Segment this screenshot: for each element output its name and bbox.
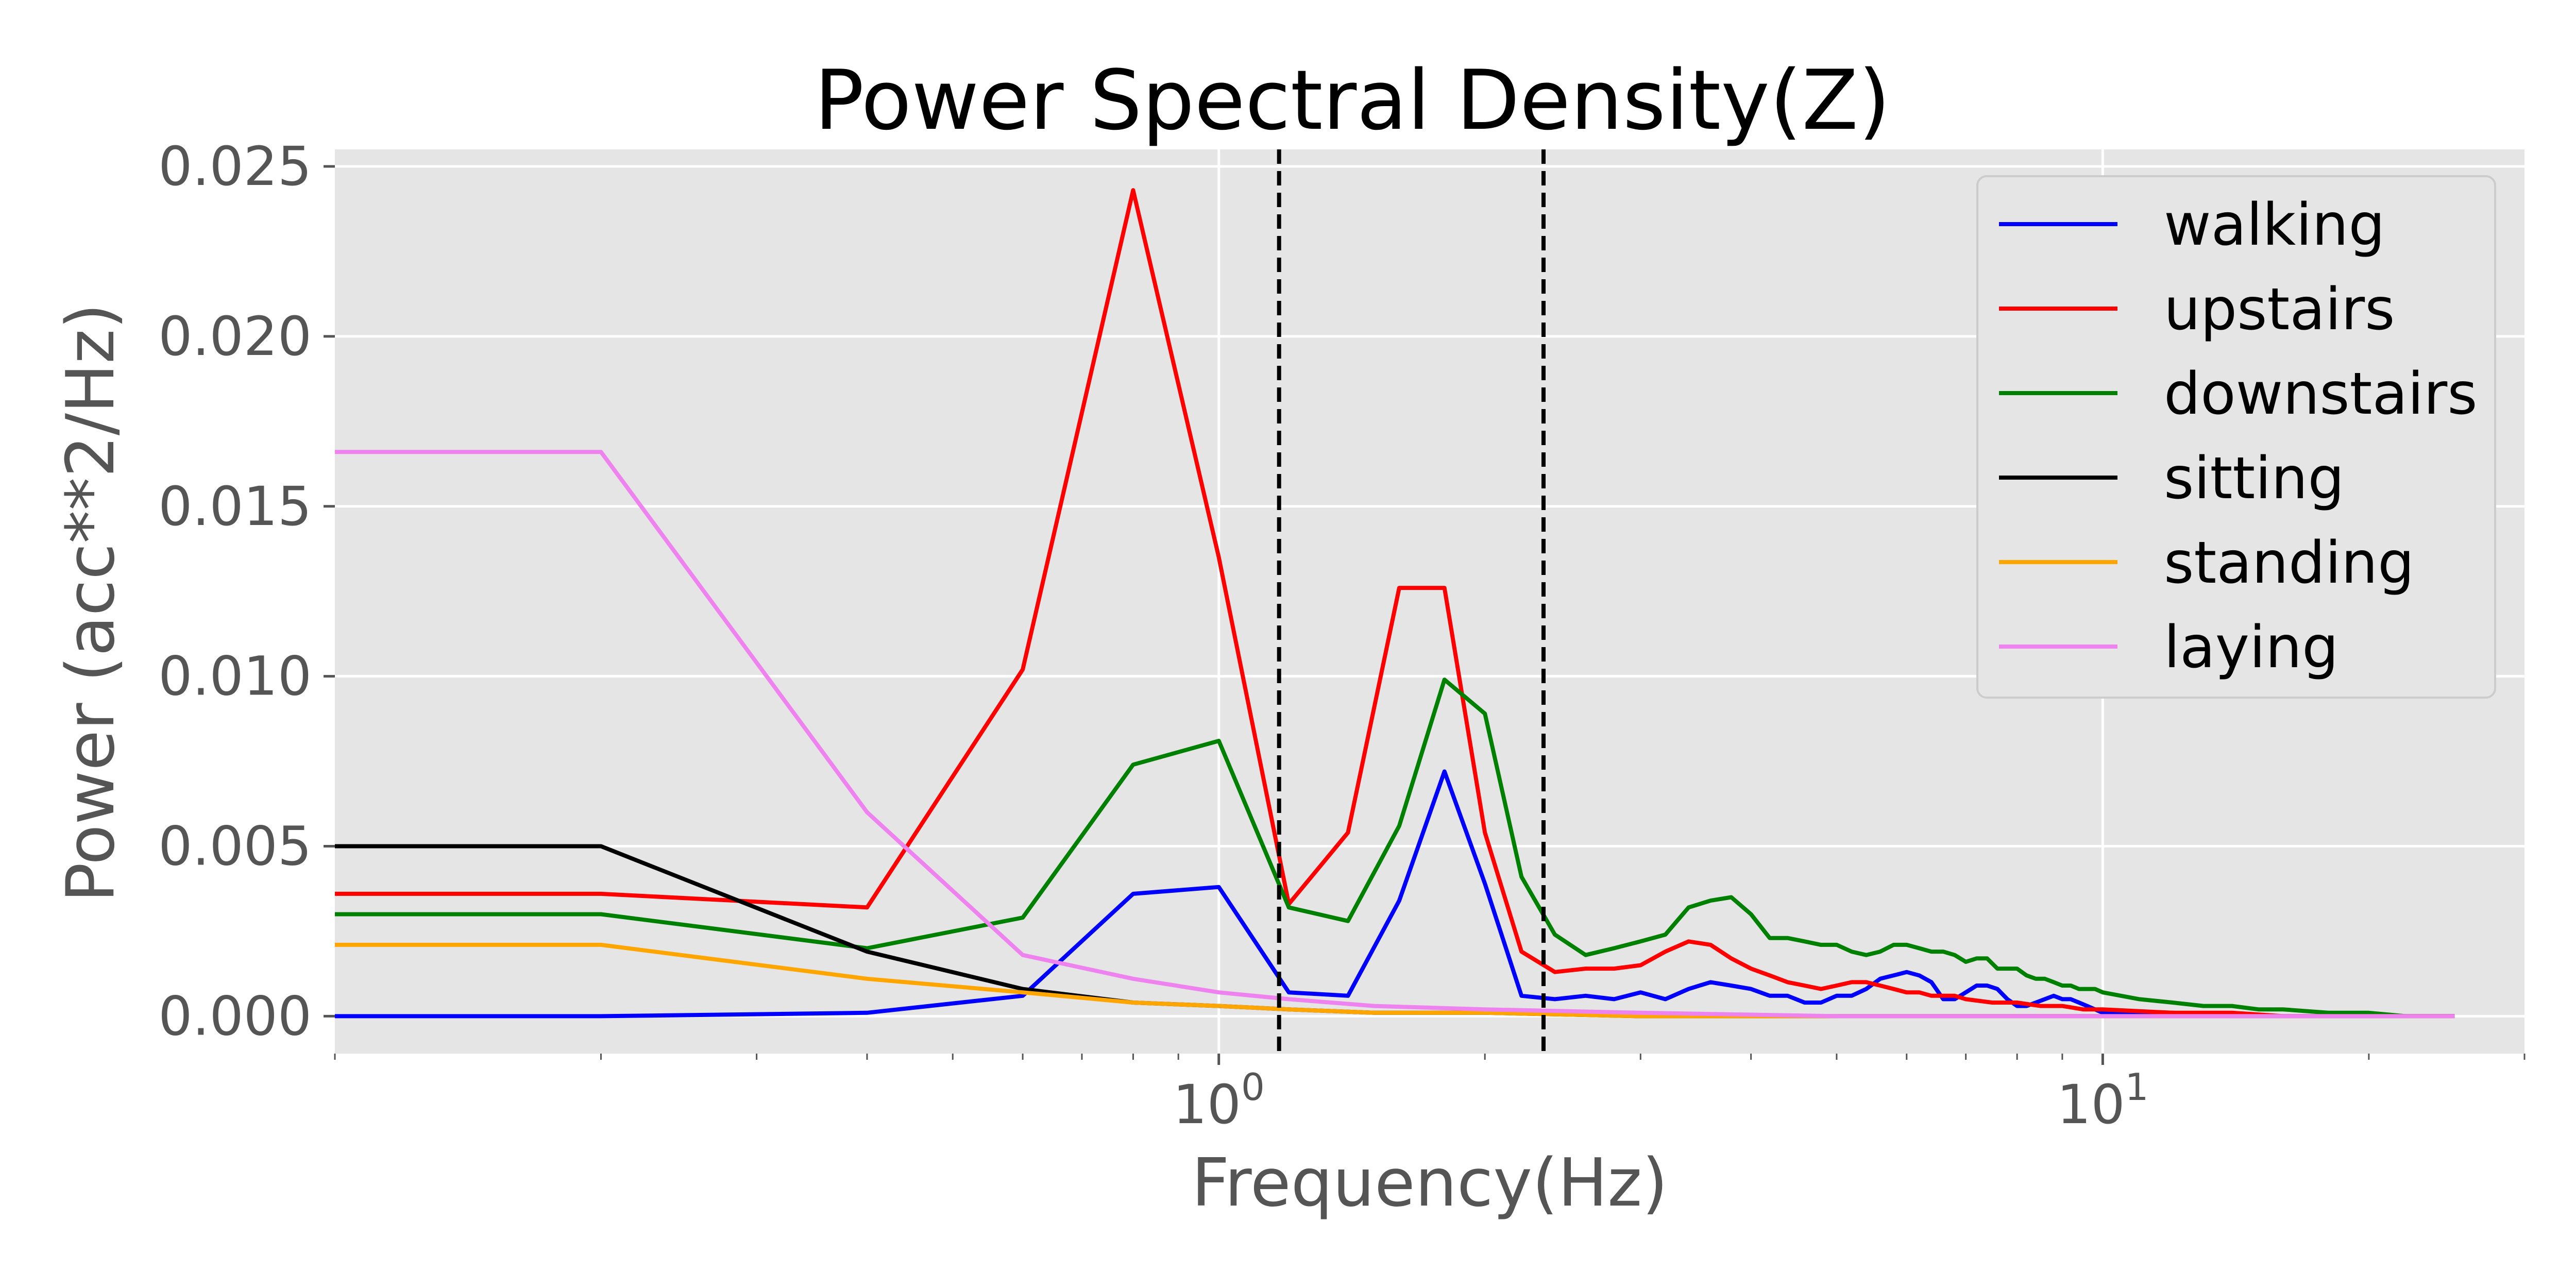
legend-label-downstairs: downstairs	[2164, 361, 2478, 428]
legend: walking upstairs downstairs sitting standing…	[1976, 175, 2496, 699]
series-line-walking	[335, 769, 2455, 1019]
minor-ticks	[334, 1054, 2526, 1060]
series-line-laying	[335, 450, 2455, 1019]
y-tick-label: 0.015	[158, 475, 312, 538]
legend-label-upstairs: upstairs	[2164, 276, 2395, 343]
series-line-downstairs	[335, 677, 2455, 1019]
y-tick-label: 0.000	[158, 985, 312, 1047]
y-tick-label: 0.020	[158, 305, 312, 368]
legend-label-standing: standing	[2164, 530, 2414, 597]
legend-items: walking upstairs downstairs sitting standing…	[1999, 192, 2478, 681]
y-tick-labels: 0.000 0.005 0.010 0.015 0.020 0.025	[158, 135, 335, 1047]
series-line-upstairs	[335, 188, 2455, 1019]
x-axis-label: Frequency(Hz)	[1192, 1145, 1668, 1222]
series-lines	[335, 188, 2455, 1019]
x-tick-label: 100	[1173, 1065, 1265, 1136]
chart-title: Power Spectral Density(Z)	[815, 52, 1891, 148]
x-tick-label: 101	[2057, 1065, 2148, 1136]
y-tick-label: 0.010	[158, 645, 312, 708]
y-tick-label: 0.005	[158, 815, 312, 878]
legend-label-walking: walking	[2164, 192, 2385, 259]
legend-label-sitting: sitting	[2164, 445, 2345, 512]
x-tick-labels: 100 101	[1173, 1054, 2148, 1136]
legend-label-laying: laying	[2164, 614, 2338, 681]
y-axis-label: Power (acc**2/Hz)	[53, 303, 129, 903]
y-tick-label: 0.025	[158, 135, 312, 198]
